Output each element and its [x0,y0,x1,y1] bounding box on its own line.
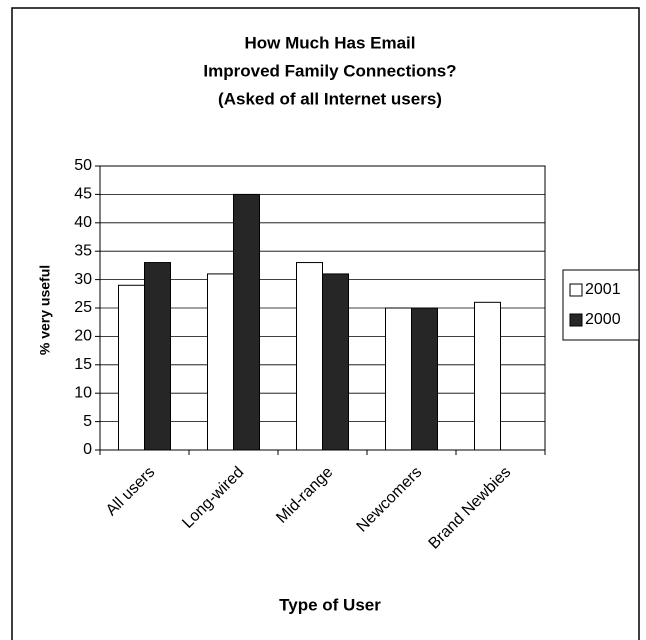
y-tick-label: 45 [74,186,92,203]
legend-box [562,269,640,341]
y-tick-label: 40 [74,214,92,231]
bar [144,262,171,451]
y-tick-label: 25 [74,299,92,316]
bar [385,307,412,451]
y-tick-label: 30 [74,271,92,288]
chart-title: How Much Has Email [245,33,416,52]
y-tick-label: 0 [83,441,92,458]
legend-swatch [569,313,583,327]
y-axis-title: % very useful [37,265,53,355]
x-axis-title: Type of User [279,595,381,614]
legend-swatch [569,283,583,297]
y-tick-label: 50 [74,157,92,174]
chart-title: Improved Family Connections? [203,61,456,80]
bar [118,284,145,451]
y-tick-label: 15 [74,356,92,373]
bar [411,307,438,451]
chart-title: (Asked of all Internet users) [218,89,442,108]
legend-label: 2000 [585,311,621,328]
y-tick-label: 20 [74,328,92,345]
y-tick-label: 5 [83,413,92,430]
y-tick-label: 10 [74,384,92,401]
legend-label: 2001 [585,281,621,298]
bar [296,262,323,451]
bar [233,193,260,451]
bar [207,273,234,451]
bar [474,301,501,451]
bar [322,273,349,451]
y-tick-label: 35 [74,242,92,259]
